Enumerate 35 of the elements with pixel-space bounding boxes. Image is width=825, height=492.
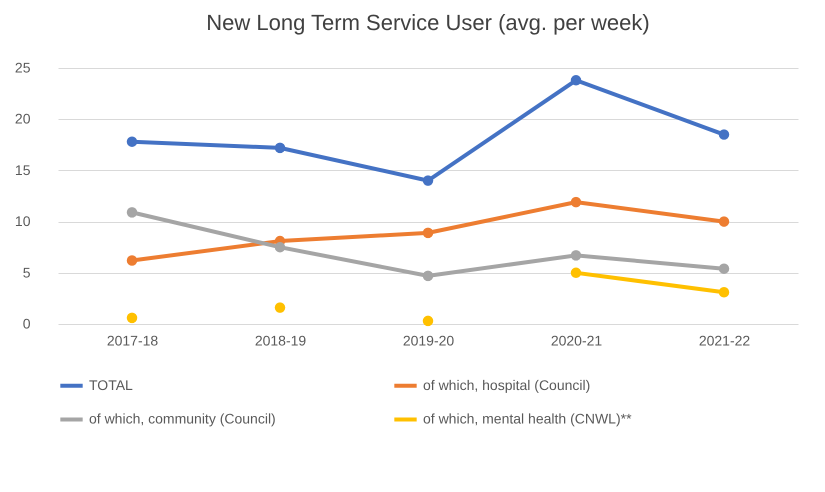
point xyxy=(570,250,582,261)
point xyxy=(126,312,138,324)
legend-label: of which, mental health (CNWL)** xyxy=(423,410,632,426)
point xyxy=(274,302,286,313)
y-tick-label: 5 xyxy=(22,264,31,280)
legend-label: of which, community (Council) xyxy=(89,410,276,426)
point xyxy=(126,255,138,266)
point xyxy=(274,242,286,252)
point xyxy=(422,270,434,282)
x-tick-label: 2018-19 xyxy=(254,332,306,348)
point xyxy=(422,316,434,326)
point xyxy=(126,207,138,218)
point xyxy=(718,216,730,227)
point xyxy=(422,228,434,238)
y-tick-label: 20 xyxy=(14,110,31,127)
y-tick-label: 25 xyxy=(14,60,31,76)
chart-title: New Long Term Service User (avg. per week) xyxy=(206,10,650,35)
point xyxy=(274,142,286,154)
point xyxy=(126,136,138,147)
point xyxy=(718,263,730,274)
point xyxy=(718,129,730,140)
point xyxy=(570,75,582,86)
y-tick-label: 15 xyxy=(14,162,31,178)
y-tick-label: 0 xyxy=(22,316,31,332)
legend-label: of which, hospital (Council) xyxy=(423,376,590,393)
x-tick-label: 2017-18 xyxy=(106,332,158,348)
x-tick-label: 2021-22 xyxy=(698,332,750,348)
x-tick-label: 2020-21 xyxy=(550,332,602,348)
point xyxy=(422,175,434,186)
point xyxy=(570,268,582,278)
point xyxy=(570,196,582,208)
y-tick-label: 10 xyxy=(14,213,31,230)
legend-label: TOTAL xyxy=(89,376,134,393)
point xyxy=(718,287,730,298)
x-tick-label: 2019-20 xyxy=(402,332,454,348)
